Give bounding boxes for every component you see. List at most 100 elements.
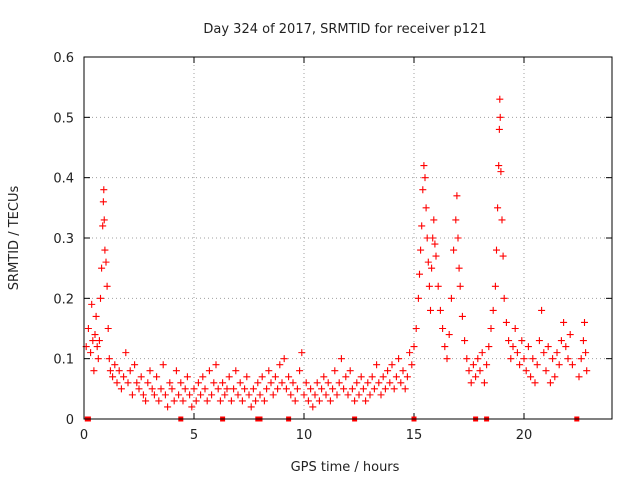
data-point [225,373,233,381]
data-point [144,379,152,387]
data-point [230,385,238,393]
data-point [544,343,552,351]
data-point [397,379,405,387]
data-point [109,373,117,381]
y-tick-label: 0.1 [53,353,74,368]
data-point [164,403,172,411]
data-point [322,391,330,399]
data-point [527,373,535,381]
data-point [111,361,119,369]
data-point [274,385,282,393]
x-tick-label: 5 [190,428,198,443]
data-point [511,325,519,332]
data-point [90,367,98,375]
data-point [170,397,178,405]
data-point [304,397,312,405]
data-point [131,361,139,369]
data-point [153,373,161,381]
data-point [399,367,407,375]
data-point [177,379,185,387]
data-point [256,391,264,399]
data-point [243,373,251,381]
data-point [427,306,434,314]
data-point [463,355,471,363]
data-point [582,349,590,357]
data-point [564,355,572,363]
data-point [324,379,332,387]
y-tick-label: 0.2 [53,292,74,307]
data-point [296,367,304,375]
data-point [89,337,97,345]
data-point [99,198,107,206]
data-point [94,355,102,363]
data-point [579,337,587,345]
data-point [315,397,323,405]
data-point [542,367,550,375]
data-point [234,391,242,399]
data-point [577,355,585,363]
data-point [95,337,103,345]
data-point [450,246,458,254]
data-point [443,355,451,363]
data-point [318,385,326,393]
data-point [210,379,218,387]
data-point [329,385,337,393]
data-point [252,397,260,405]
data-point [93,343,101,351]
data-point [535,337,543,345]
data-point [205,367,213,375]
data-points [82,95,591,422]
data-point [267,379,275,387]
data-point [159,361,167,369]
data-point [87,349,95,357]
data-point [265,367,273,375]
data-point [216,397,224,405]
data-point [342,373,350,381]
data-point [489,306,497,314]
data-point [483,361,491,369]
data-point [155,397,163,405]
data-point [401,385,409,393]
data-point [395,355,403,363]
data-point [320,373,328,381]
data-point [282,385,290,393]
data-point [126,367,134,375]
data-point [557,337,565,345]
data-point [485,343,493,351]
data-point [309,403,317,411]
data-point [505,337,513,345]
data-point [472,373,480,381]
data-point [104,325,112,332]
data-point [566,331,574,339]
data-point [522,367,530,375]
data-point [424,258,432,266]
data-point [227,397,235,405]
data-point [157,385,165,393]
x-tick-label: 0 [80,428,88,443]
data-point [289,379,297,387]
data-point [428,264,436,272]
data-point [439,325,447,332]
data-point [201,385,209,393]
data-point [298,349,306,357]
data-point [326,397,334,405]
data-point [128,391,136,399]
data-point [500,294,508,302]
data-point [456,282,464,290]
data-point [493,246,500,254]
data-point [412,325,420,332]
data-point [419,186,427,194]
data-point [495,162,503,170]
data-point [362,397,370,405]
data-point [238,397,246,405]
axis-tick-labels: 0 0.1 0.2 0.3 0.4 0.5 0.6 0 5 10 15 20 [53,51,532,443]
data-point [219,379,227,387]
y-tick-label: 0.3 [53,232,74,247]
x-axis-label: GPS time / hours [291,460,400,475]
data-point [106,367,114,375]
data-point [478,349,486,357]
plot-frame [83,56,613,420]
data-point [538,306,546,314]
data-point [300,391,308,399]
